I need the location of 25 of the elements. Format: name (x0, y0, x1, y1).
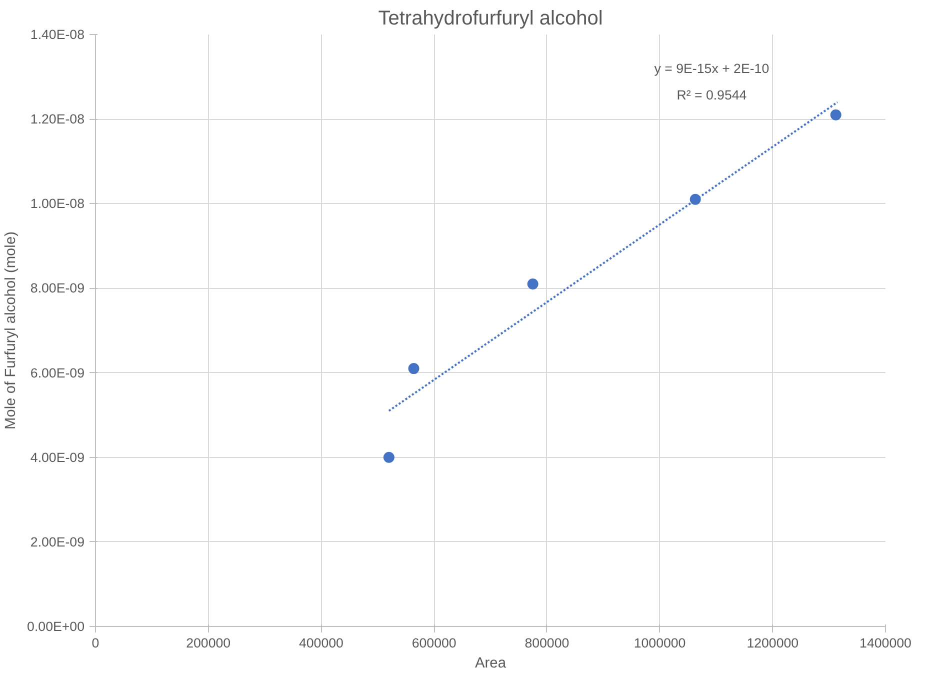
x-tick-label: 1200000 (746, 636, 799, 650)
point (408, 363, 420, 374)
x-tick-label: 800000 (524, 636, 570, 650)
y-tick-label: 6.00E-09 (30, 365, 84, 380)
y-axis-title: Mole of Furfuryl alcohol (mole) (3, 232, 20, 430)
y-tick-label: 2.00E-09 (30, 534, 84, 550)
x-tick-label: 1400000 (860, 636, 912, 650)
point (383, 452, 394, 463)
y-tick-label: 0.00E+00 (27, 619, 85, 634)
x-tick-label: 0 (92, 636, 100, 650)
point (830, 109, 842, 120)
annotation: R² = 0.9544 (676, 88, 748, 103)
x-tick-label: 200000 (186, 636, 231, 650)
chart-title: Tetrahydrofurfuryl alcohol (378, 8, 603, 30)
x-tick-label: 1000000 (634, 636, 686, 650)
y-tick-label: 8.00E-09 (30, 280, 84, 296)
x-tick-label: 400000 (298, 636, 344, 650)
y-tick-label: 1.00E-08 (30, 196, 84, 212)
point (527, 278, 538, 290)
y-tick-label: 1.40E-08 (30, 27, 84, 42)
y-tick-label: 4.00E-09 (30, 450, 84, 465)
x-axis-title: Area (475, 656, 507, 672)
x-tick-label: 600000 (412, 636, 456, 650)
y-tick-label: 1.20E-08 (30, 112, 84, 127)
annotation: y = 9E-15x + 2E-10 (654, 60, 770, 76)
